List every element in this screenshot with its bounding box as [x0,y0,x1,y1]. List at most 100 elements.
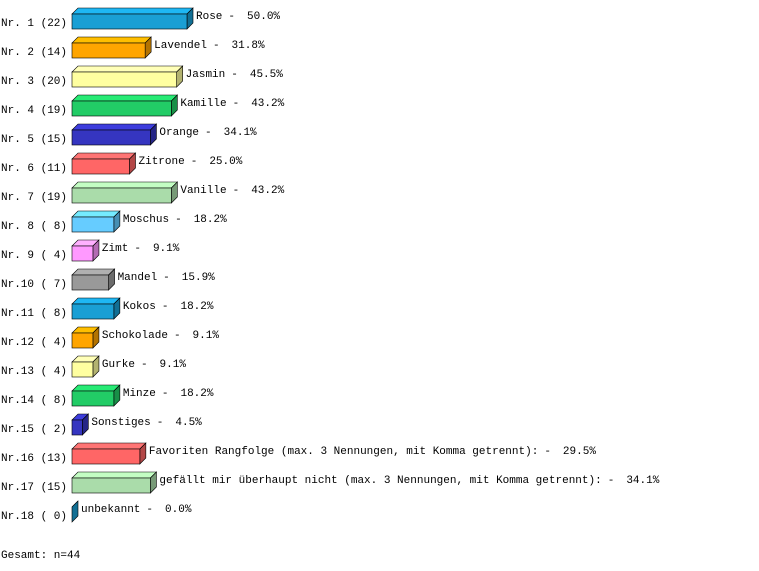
separator: - [162,388,169,400]
separator: - [228,11,235,23]
bar [71,448,141,465]
bar-name: Mandel [118,272,158,284]
value-label: 25.0% [209,156,242,168]
bar-top [71,152,137,160]
value-label: 34.1% [626,475,659,487]
value-label: 9.1% [193,330,220,342]
row-label: Nr.16 (13) [1,453,67,465]
bar [71,361,94,378]
bar-label: Sonstiges -4.5% [91,417,202,429]
separator: - [174,330,181,342]
row-label: Nr. 8 ( 8) [1,221,67,233]
bar [71,13,188,30]
bar-name: Jasmin [186,69,226,81]
bar-name: Orange [159,127,199,139]
separator: - [608,475,615,487]
bar-label: Zitrone -25.0% [139,156,243,168]
bar-name: Kokos [123,301,156,313]
row-label: Nr.17 (15) [1,482,67,494]
bar-name: Minze [123,388,156,400]
bar-label: Lavendel -31.8% [154,40,265,52]
bar [71,187,172,204]
row-label: Nr. 7 (19) [1,192,67,204]
bar-name: Schokolade [102,330,168,342]
bar-top [71,268,116,276]
bar-name: gefällt mir überhaupt nicht (max. 3 Nenn… [159,475,601,487]
bar [71,129,151,146]
value-label: 18.2% [194,214,227,226]
separator: - [175,214,182,226]
bar [71,158,130,175]
bar-top [71,7,194,15]
separator: - [205,127,212,139]
bar-top [71,471,158,479]
value-label: 18.2% [180,301,213,313]
bar [71,245,94,262]
row-label: Nr. 5 (15) [1,134,67,146]
bar-label: unbekannt -0.0% [81,504,192,516]
value-label: 9.1% [160,359,187,371]
separator: - [163,272,170,284]
separator: - [544,446,551,458]
bar-top [71,297,121,305]
bar-name: Moschus [123,214,169,226]
bar-label: Orange -34.1% [159,127,257,139]
value-label: 29.5% [563,446,596,458]
bar-label: Kamille -43.2% [180,98,284,110]
bar-label: gefällt mir überhaupt nicht (max. 3 Nenn… [159,475,659,487]
bar-name: Sonstiges [91,417,150,429]
bar-label: Jasmin -45.5% [186,69,284,81]
bar [71,332,94,349]
value-label: 34.1% [224,127,257,139]
value-label: 50.0% [247,11,280,23]
row-label: Nr.13 ( 4) [1,366,67,378]
separator: - [157,417,164,429]
separator: - [141,359,148,371]
bar [71,419,83,436]
separator: - [231,69,238,81]
row-label: Nr.18 ( 0) [1,511,67,523]
bar-side [71,500,79,523]
bar-top [71,123,158,131]
value-label: 0.0% [165,504,192,516]
separator: - [191,156,198,168]
value-label: 45.5% [250,69,283,81]
bar-label: Schokolade -9.1% [102,330,219,342]
bar-label: Minze -18.2% [123,388,214,400]
bar-top [71,36,152,44]
bar [71,216,115,233]
row-label: Nr.11 ( 8) [1,308,67,320]
bar-label: Rose -50.0% [196,11,280,23]
row-label: Nr. 2 (14) [1,47,67,59]
row-label: Nr.14 ( 8) [1,395,67,407]
bar-label: Kokos -18.2% [123,301,214,313]
bar [71,71,177,88]
bar-top [71,94,179,102]
separator: - [233,185,240,197]
bar-name: Kamille [180,98,226,110]
separator: - [233,98,240,110]
row-label: Nr.12 ( 4) [1,337,67,349]
row-label: Nr. 9 ( 4) [1,250,67,262]
bar-top [71,210,121,218]
bar-top [71,384,121,392]
separator: - [134,243,141,255]
row-label: Nr.15 ( 2) [1,424,67,436]
row-label: Nr. 4 (19) [1,105,67,117]
value-label: 9.1% [153,243,180,255]
value-label: 15.9% [182,272,215,284]
bar-name: Zimt [102,243,128,255]
bar-label: Moschus -18.2% [123,214,227,226]
separator: - [213,40,220,52]
bar-name: Rose [196,11,222,23]
bar-top [71,65,184,73]
row-label: Nr. 1 (22) [1,18,67,30]
row-label: Nr. 3 (20) [1,76,67,88]
bar-label: Mandel -15.9% [118,272,216,284]
value-label: 4.5% [175,417,202,429]
value-label: 31.8% [232,40,265,52]
bar [71,42,146,59]
bar-top [71,181,179,189]
bar-name: Gurke [102,359,135,371]
